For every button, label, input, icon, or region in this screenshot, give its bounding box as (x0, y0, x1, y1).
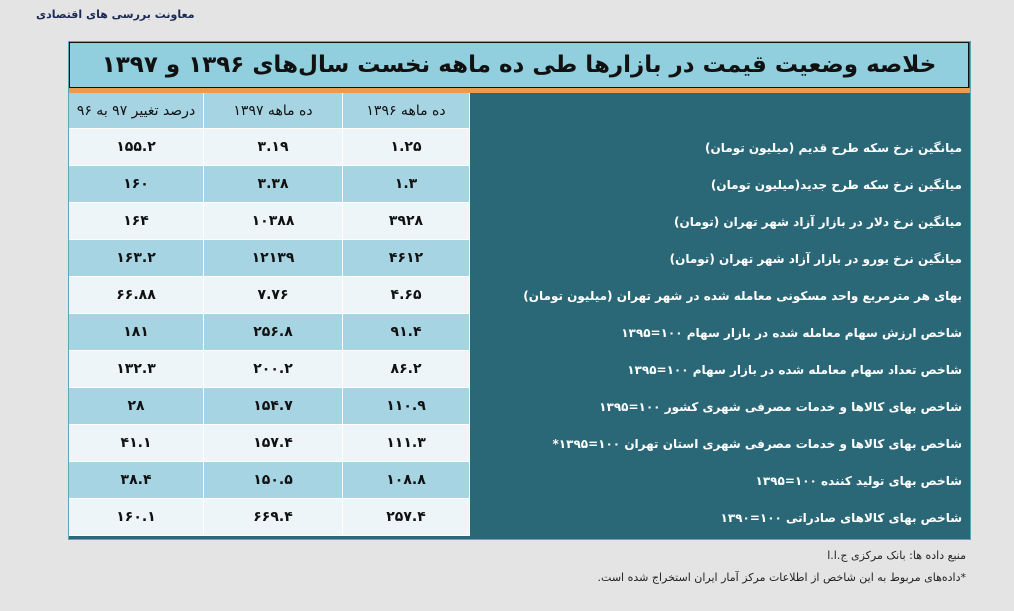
cell-change: ۱۳۲.۳ (69, 351, 204, 388)
cell-y1396: ۲۵۷.۴ (343, 499, 470, 536)
cell-y1397: ۲۵۶.۸ (204, 314, 343, 351)
cell-y1397: ۱۵۴.۷ (204, 388, 343, 425)
cell-y1396: ۹۱.۴ (343, 314, 470, 351)
row-label: شاخص بهای کالاهای صادراتی ۱۰۰=۱۳۹۰ (720, 510, 962, 525)
cell-y1397: ۱۵۷.۴ (204, 425, 343, 462)
organization-name: معاونت بررسی های اقتصادی (36, 8, 195, 21)
row-label: شاخص ارزش سهام معامله شده در بازار سهام … (621, 325, 962, 340)
cell-y1397: ۱۲۱۳۹ (204, 240, 343, 277)
data-grid: درصد تغییر ۹۷ به ۹۶ ده ماهه ۱۳۹۷ ده ماهه… (69, 93, 470, 129)
footnote: *داده‌های مربوط به این شاخص از اطلاعات م… (597, 571, 966, 584)
cell-change: ۱۶۳.۲ (69, 240, 204, 277)
cell-change: ۱۵۵.۲ (69, 129, 204, 166)
row-label: شاخص بهای کالاها و خدمات مصرفی شهری کشور… (599, 399, 962, 414)
cell-change: ۱۶۰ (69, 166, 204, 203)
cell-y1397: ۳.۳۸ (204, 166, 343, 203)
row-label: شاخص بهای تولید کننده ۱۰۰=۱۳۹۵ (755, 473, 962, 488)
cell-y1396: ۱۱۱.۳ (343, 425, 470, 462)
cell-y1396: ۱.۲۵ (343, 129, 470, 166)
cell-change: ۱۶۴ (69, 203, 204, 240)
data-grid-body: ۱۵۵.۲ ۳.۱۹ ۱.۲۵ ۱۶۰ ۳.۳۸ ۱.۳ ۱۶۴ ۱۰۳۸۸ ۳۹۲۸ ۱۶۳.۲… (69, 129, 470, 536)
cell-y1396: ۴.۶۵ (343, 277, 470, 314)
source-note: منبع داده ها: بانک مرکزی ج.ا.ا (827, 549, 966, 562)
accent-divider (69, 88, 970, 93)
cell-y1397: ۱۵۰.۵ (204, 462, 343, 499)
cell-change: ۲۸ (69, 388, 204, 425)
summary-table-frame: خلاصه وضعیت قیمت در بازارها طی ده ماهه ن… (68, 41, 971, 540)
row-label: میانگین نرخ سکه طرح قدیم (میلیون تومان) (705, 140, 962, 155)
label-header-spacer (482, 93, 962, 129)
cell-y1396: ۸۶.۲ (343, 351, 470, 388)
row-label: میانگین نرخ دلار در بازار آزاد شهر تهران… (674, 214, 962, 229)
row-label: شاخص بهای کالاها و خدمات مصرفی شهری استا… (552, 436, 962, 451)
cell-change: ۱۶۰.۱ (69, 499, 204, 536)
cell-y1396: ۳۹۲۸ (343, 203, 470, 240)
cell-change: ۳۸.۴ (69, 462, 204, 499)
notes: منبع داده ها: بانک مرکزی ج.ا.ا *داده‌های… (466, 545, 966, 589)
row-label: بهای هر مترمربع واحد مسکونی معامله شده د… (523, 288, 962, 303)
row-labels: میانگین نرخ سکه طرح قدیم (میلیون تومان) م… (482, 93, 962, 536)
row-label: میانگین نرخ سکه طرح جدید(میلیون تومان) (710, 177, 962, 192)
header-change: درصد تغییر ۹۷ به ۹۶ (69, 93, 204, 129)
row-label: میانگین نرخ یورو در بازار آزاد شهر تهران… (669, 251, 962, 266)
cell-change: ۶۶.۸۸ (69, 277, 204, 314)
cell-change: ۴۱.۱ (69, 425, 204, 462)
cell-y1397: ۲۰۰.۲ (204, 351, 343, 388)
cell-y1396: ۱.۳ (343, 166, 470, 203)
cell-change: ۱۸۱ (69, 314, 204, 351)
cell-y1397: ۳.۱۹ (204, 129, 343, 166)
header-1397: ده ماهه ۱۳۹۷ (204, 93, 343, 129)
cell-y1397: ۱۰۳۸۸ (204, 203, 343, 240)
header-1396: ده ماهه ۱۳۹۶ (343, 93, 470, 129)
row-label: شاخص تعداد سهام معامله شده در بازار سهام… (627, 362, 962, 377)
cell-y1396: ۱۱۰.۹ (343, 388, 470, 425)
cell-y1396: ۱۰۸.۸ (343, 462, 470, 499)
cell-y1397: ۷.۷۶ (204, 277, 343, 314)
table-title: خلاصه وضعیت قیمت در بازارها طی ده ماهه ن… (69, 42, 969, 88)
cell-y1396: ۴۶۱۲ (343, 240, 470, 277)
cell-y1397: ۶۶۹.۴ (204, 499, 343, 536)
